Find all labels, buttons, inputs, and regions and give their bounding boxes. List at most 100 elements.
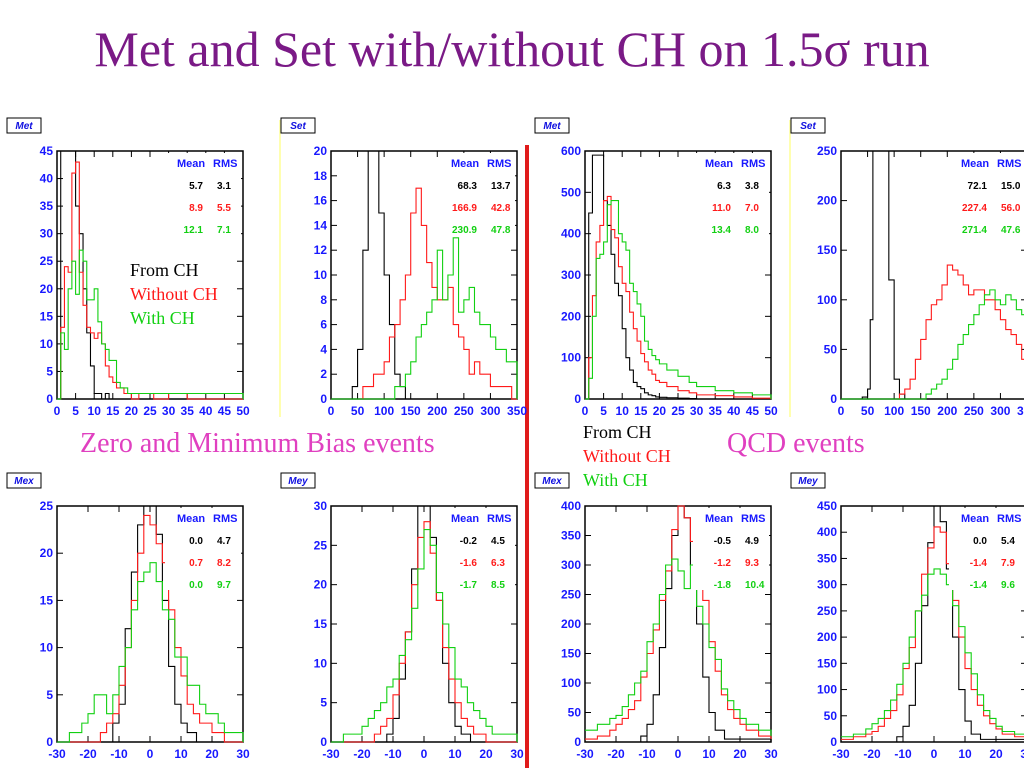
x-tick-label: 0 bbox=[582, 404, 589, 418]
x-tick-label: 15 bbox=[634, 404, 648, 418]
y-tick-label: 250 bbox=[817, 144, 837, 158]
y-tick-label: 10 bbox=[314, 268, 328, 282]
y-tick-label: 5 bbox=[46, 688, 53, 702]
stats-header-mean: Mean bbox=[961, 158, 989, 170]
stats-header-mean: Mean bbox=[705, 513, 733, 525]
stat-mean-value: 12.1 bbox=[184, 225, 204, 236]
stats-box bbox=[949, 153, 1024, 235]
hist-name-tag: Mex bbox=[6, 472, 42, 489]
stat-rms-value: 9.6 bbox=[1001, 580, 1015, 591]
y-tick-label: 200 bbox=[817, 194, 837, 208]
x-tick-label: 50 bbox=[236, 404, 250, 418]
series-line-with-ch bbox=[57, 562, 244, 743]
y-tick-label: 600 bbox=[561, 144, 581, 158]
stat-rms-value: 4.9 bbox=[745, 536, 759, 547]
stats-header-rms: RMS bbox=[487, 158, 511, 170]
y-tick-label: 30 bbox=[40, 227, 54, 241]
series-line-from-ch bbox=[841, 505, 1024, 743]
stat-mean-value: 11.0 bbox=[712, 203, 731, 214]
y-tick-label: 500 bbox=[561, 185, 581, 199]
y-tick-label: 250 bbox=[561, 588, 581, 602]
y-tick-label: 350 bbox=[817, 551, 837, 565]
x-tick-label: 100 bbox=[374, 404, 394, 418]
panel-mey-qcd: Mey 0 50 100 150 200 250 300 350 400 450 -30 -20 -10 0… bbox=[789, 470, 1024, 768]
x-tick-label: 40 bbox=[199, 404, 213, 418]
stats-header-rms: RMS bbox=[741, 513, 765, 525]
y-tick-label: 20 bbox=[314, 578, 328, 592]
x-tick-label: 50 bbox=[351, 404, 365, 418]
stats-header-mean: Mean bbox=[451, 513, 479, 525]
x-tick-label: 25 bbox=[671, 404, 685, 418]
stats-box bbox=[693, 508, 769, 590]
y-tick-label: 20 bbox=[40, 546, 54, 560]
stat-mean-value: -0.2 bbox=[460, 536, 478, 547]
caption-zero-bias: Zero and Minimum Bias events bbox=[80, 428, 435, 459]
y-tick-label: 5 bbox=[46, 364, 53, 378]
legend-item-without-ch: Without CH bbox=[130, 284, 218, 304]
stats-box bbox=[439, 508, 515, 590]
panel-mex-zero-bias: Mex 0 5 10 15 20 25 -30 -20 -10 0 10 20 30 Mean RMS 0.0 4… bbox=[5, 470, 255, 768]
stats-header-mean: Mean bbox=[705, 158, 733, 170]
stat-rms-value: 8.0 bbox=[745, 225, 759, 236]
stat-rms-value: 7.1 bbox=[217, 225, 231, 236]
y-tick-label: 2 bbox=[320, 367, 327, 381]
y-tick-label: 400 bbox=[817, 525, 837, 539]
hist-name-tag: Set bbox=[280, 117, 316, 134]
x-tick-label: 10 bbox=[616, 404, 630, 418]
x-tick-label: 30 bbox=[764, 747, 778, 761]
y-tick-label: 10 bbox=[40, 337, 54, 351]
stats-header-mean: Mean bbox=[177, 158, 205, 170]
stat-rms-value: 7.0 bbox=[745, 203, 759, 214]
chart-svg: Mex 0 5 10 15 20 25 -30 -20 -10 0 10 20 30 Mean RMS 0.0 4… bbox=[6, 472, 250, 761]
y-tick-label: 30 bbox=[314, 499, 328, 513]
x-tick-label: 20 bbox=[653, 404, 667, 418]
y-tick-label: 50 bbox=[568, 706, 582, 720]
stat-rms-value: 8.2 bbox=[217, 558, 231, 569]
stats-header-mean: Mean bbox=[177, 513, 205, 525]
y-tick-label: 200 bbox=[561, 309, 581, 323]
series-line-without-ch bbox=[585, 505, 772, 740]
series-line-with-ch bbox=[585, 558, 772, 737]
x-tick-label: -10 bbox=[638, 747, 656, 761]
y-tick-label: 150 bbox=[817, 656, 837, 670]
y-tick-label: 300 bbox=[817, 578, 837, 592]
series-line-with-ch bbox=[585, 200, 772, 400]
x-tick-label: 20 bbox=[989, 747, 1003, 761]
x-tick-label: -20 bbox=[863, 747, 881, 761]
y-tick-label: 100 bbox=[561, 351, 581, 365]
x-tick-label: 30 bbox=[510, 747, 524, 761]
hist-name-box bbox=[6, 117, 42, 134]
page-title: Met and Set with/without CH on 1.5σ run bbox=[94, 21, 930, 77]
y-tick-label: 0 bbox=[320, 735, 327, 749]
hist-name-tag: Mey bbox=[280, 472, 316, 489]
y-tick-label: 0 bbox=[830, 392, 837, 406]
stat-rms-value: 8.5 bbox=[491, 580, 505, 591]
panel-mey-zero-bias: Mey 0 5 10 15 20 25 30 -30 -20 -10 0 10 20 30 Mean RMS -0… bbox=[279, 470, 529, 768]
x-tick-label: 35 bbox=[181, 404, 195, 418]
stat-mean-value: -1.7 bbox=[460, 580, 478, 591]
x-tick-label: 50 bbox=[764, 404, 778, 418]
stat-mean-value: -1.4 bbox=[970, 580, 988, 591]
hist-name-tag: Mey bbox=[790, 472, 826, 489]
x-tick-label: 15 bbox=[106, 404, 120, 418]
x-tick-label: -30 bbox=[832, 747, 850, 761]
y-tick-label: 45 bbox=[40, 144, 54, 158]
legend-right: From CH Without CH With CH bbox=[583, 420, 671, 492]
x-tick-label: 20 bbox=[479, 747, 493, 761]
y-tick-label: 12 bbox=[314, 243, 328, 257]
y-tick-label: 0 bbox=[830, 735, 837, 749]
stat-rms-value: 10.4 bbox=[745, 580, 765, 591]
y-tick-label: 18 bbox=[314, 169, 328, 183]
y-tick-label: 20 bbox=[314, 144, 328, 158]
legend-left: From CH Without CH With CH bbox=[130, 258, 218, 330]
y-tick-label: 15 bbox=[314, 617, 328, 631]
x-tick-label: 5 bbox=[600, 404, 607, 418]
red-divider bbox=[525, 145, 529, 768]
stat-rms-value: 42.8 bbox=[491, 203, 511, 214]
hist-name-label: Met bbox=[543, 121, 561, 132]
x-tick-label: 0 bbox=[838, 404, 845, 418]
stat-rms-value: 6.3 bbox=[491, 558, 505, 569]
x-tick-label: -30 bbox=[48, 747, 66, 761]
x-tick-label: 350 bbox=[1017, 404, 1024, 418]
